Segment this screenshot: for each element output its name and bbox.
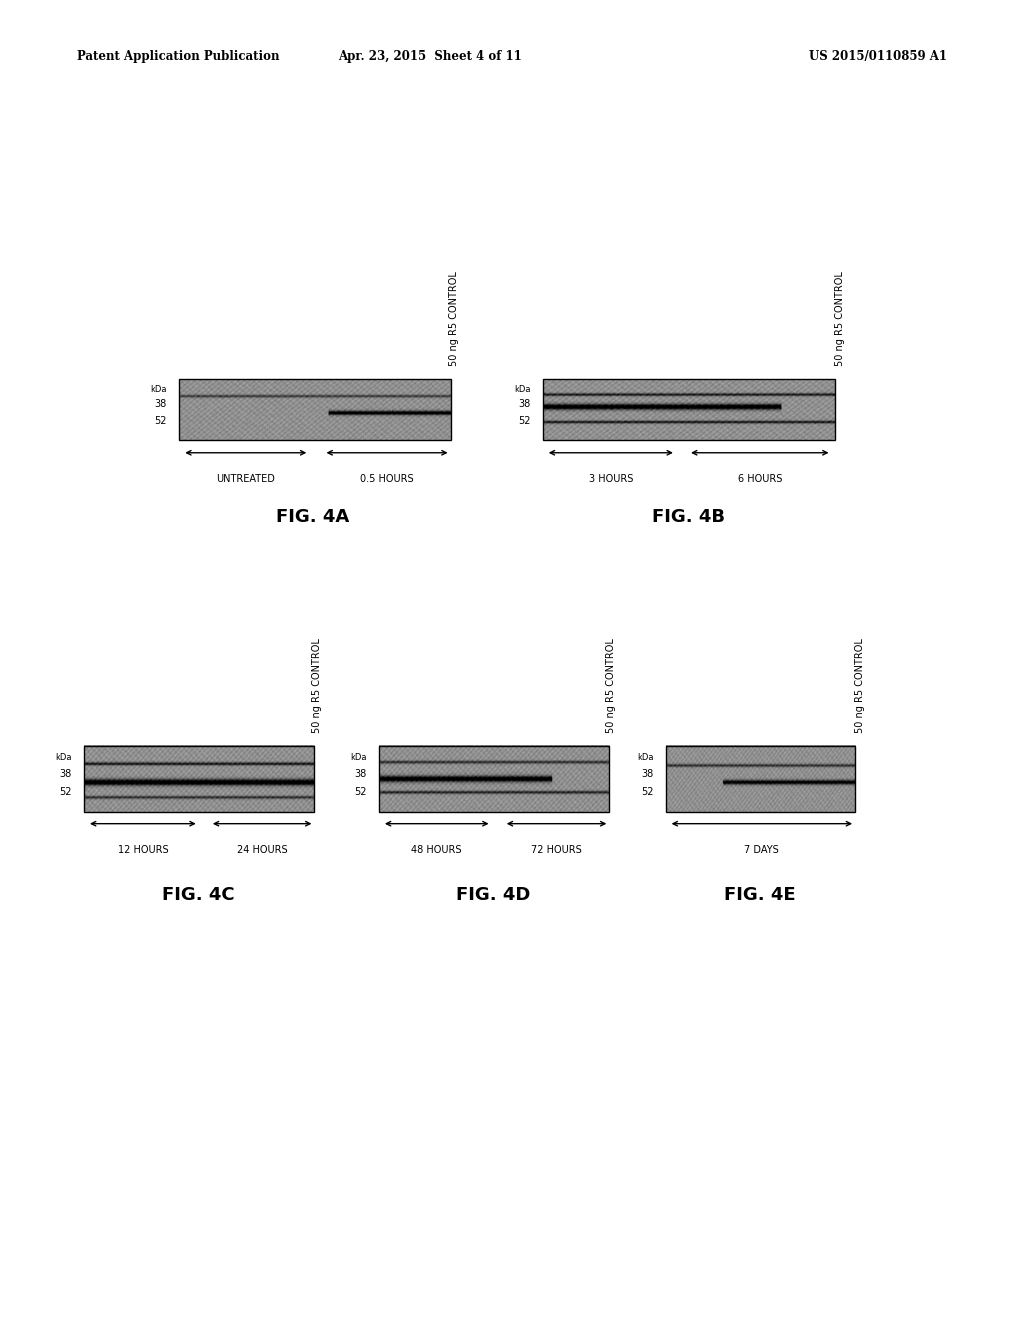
Text: FIG. 4B: FIG. 4B xyxy=(651,508,725,527)
Text: kDa: kDa xyxy=(637,754,653,762)
Text: FIG. 4D: FIG. 4D xyxy=(457,886,530,904)
Text: 7 DAYS: 7 DAYS xyxy=(744,845,779,855)
Bar xyxy=(543,379,835,440)
Text: 24 HOURS: 24 HOURS xyxy=(237,845,288,855)
Text: 38: 38 xyxy=(641,768,653,779)
Bar xyxy=(379,746,609,812)
Text: 6 HOURS: 6 HOURS xyxy=(737,474,782,484)
Bar xyxy=(179,379,451,440)
Bar xyxy=(666,746,855,812)
Text: 52: 52 xyxy=(641,787,653,797)
Text: 0.5 HOURS: 0.5 HOURS xyxy=(360,474,414,484)
Bar xyxy=(84,746,314,812)
Text: 3 HOURS: 3 HOURS xyxy=(589,474,633,484)
Text: 12 HOURS: 12 HOURS xyxy=(118,845,168,855)
Text: US 2015/0110859 A1: US 2015/0110859 A1 xyxy=(809,50,947,63)
Text: 52: 52 xyxy=(155,416,167,426)
Text: FIG. 4C: FIG. 4C xyxy=(163,886,234,904)
Text: FIG. 4A: FIG. 4A xyxy=(275,508,349,527)
Text: 50 ng R5 CONTROL: 50 ng R5 CONTROL xyxy=(312,638,323,733)
Text: kDa: kDa xyxy=(55,754,72,762)
Text: kDa: kDa xyxy=(514,385,530,395)
Text: 38: 38 xyxy=(354,768,367,779)
Text: 50 ng R5 CONTROL: 50 ng R5 CONTROL xyxy=(855,638,865,733)
Text: 50 ng R5 CONTROL: 50 ng R5 CONTROL xyxy=(449,271,459,366)
Text: 38: 38 xyxy=(518,400,530,409)
Text: 52: 52 xyxy=(59,787,72,797)
Text: kDa: kDa xyxy=(151,385,167,395)
Text: kDa: kDa xyxy=(350,754,367,762)
Text: 38: 38 xyxy=(155,400,167,409)
Text: Patent Application Publication: Patent Application Publication xyxy=(77,50,280,63)
Text: 50 ng R5 CONTROL: 50 ng R5 CONTROL xyxy=(606,638,616,733)
Text: 52: 52 xyxy=(354,787,367,797)
Text: Apr. 23, 2015  Sheet 4 of 11: Apr. 23, 2015 Sheet 4 of 11 xyxy=(338,50,522,63)
Text: FIG. 4E: FIG. 4E xyxy=(724,886,796,904)
Text: 38: 38 xyxy=(59,768,72,779)
Text: 72 HOURS: 72 HOURS xyxy=(531,845,582,855)
Text: 52: 52 xyxy=(518,416,530,426)
Text: 48 HOURS: 48 HOURS xyxy=(412,845,462,855)
Text: UNTREATED: UNTREATED xyxy=(216,474,275,484)
Text: 50 ng R5 CONTROL: 50 ng R5 CONTROL xyxy=(835,271,845,366)
